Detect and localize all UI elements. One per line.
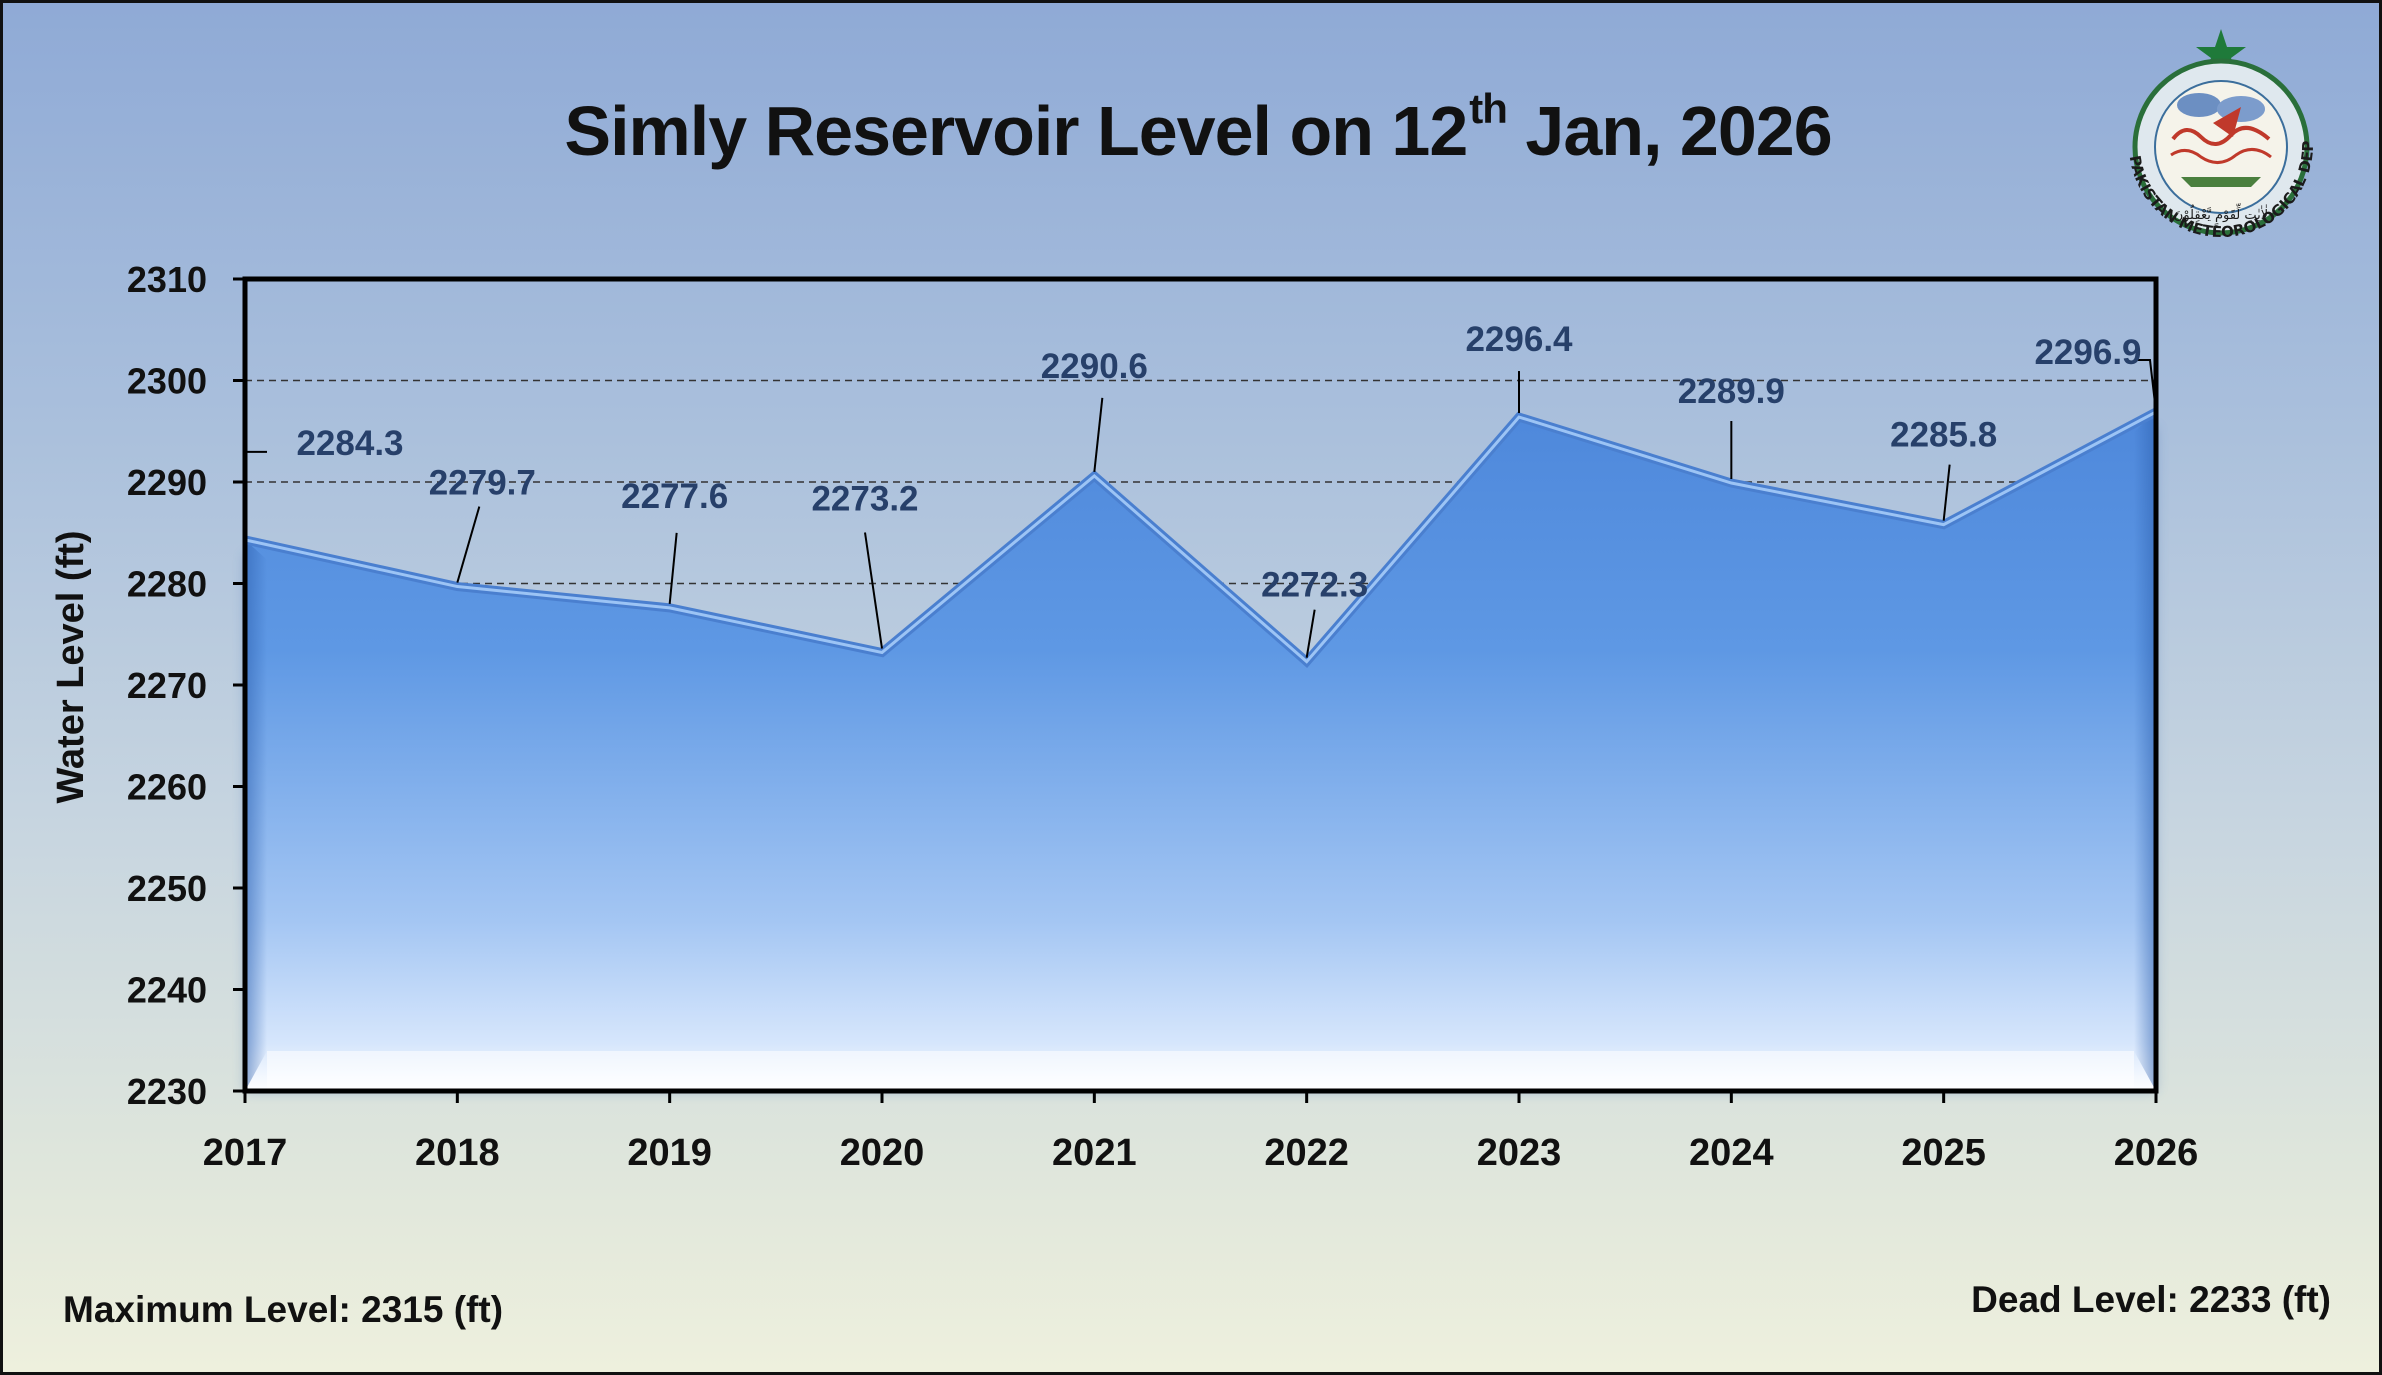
chart-title: Simly Reservoir Level on 12th Jan, 2026 xyxy=(564,85,1832,170)
area-series xyxy=(244,407,2159,1092)
y-axis-title: Water Level (ft) xyxy=(50,530,92,803)
y-tick-label: 2280 xyxy=(127,564,207,605)
axes: 2230 2240 2250 2260 2270 2280 2290 2300 2310 2017… xyxy=(50,259,2198,1174)
star-icon xyxy=(2196,29,2246,76)
x-tick-label: 2024 xyxy=(1689,1132,1774,1174)
dead-level-note: Dead Level: 2233 (ft) xyxy=(1971,1279,2331,1320)
data-label: 2277.6 xyxy=(621,477,728,516)
title-superscript: th xyxy=(1469,85,1508,132)
area-bevel-left xyxy=(245,539,267,1091)
data-label: 2273.2 xyxy=(811,480,918,519)
area-fill xyxy=(245,411,2156,1092)
data-label: 2284.3 xyxy=(296,424,403,463)
x-tick-label: 2023 xyxy=(1477,1132,1562,1174)
data-label: 2296.9 xyxy=(2034,333,2141,372)
y-tick-label: 2270 xyxy=(127,665,207,706)
leader-line xyxy=(456,506,481,583)
x-tick-label: 2019 xyxy=(627,1132,712,1174)
y-tick-label: 2290 xyxy=(127,462,207,503)
leader-line xyxy=(1942,464,1951,521)
y-tick-label: 2260 xyxy=(127,767,207,808)
leader-line xyxy=(668,532,678,604)
data-labels: 2284.3 2279.7 2277.6 2273.2 2290.6 2272.3 2296… xyxy=(244,320,2157,658)
leader-line xyxy=(1305,609,1316,658)
maximum-level-note: Maximum Level: 2315 (ft) xyxy=(63,1289,504,1330)
y-tick-label: 2310 xyxy=(127,259,207,300)
gridlines xyxy=(245,379,2156,585)
leader-line xyxy=(2134,358,2157,413)
area-bevel-bottom xyxy=(267,1051,2134,1091)
x-tick-label: 2020 xyxy=(840,1132,925,1174)
leader-line xyxy=(244,450,267,540)
data-label: 2279.7 xyxy=(429,464,536,503)
x-tick-label: 2026 xyxy=(2114,1132,2199,1174)
x-tick-label: 2021 xyxy=(1052,1132,1137,1174)
y-tick-label: 2250 xyxy=(127,868,207,909)
x-tick-label: 2018 xyxy=(415,1132,500,1174)
leader-line xyxy=(1093,397,1104,473)
data-label: 2289.9 xyxy=(1678,372,1785,411)
y-tick-label: 2240 xyxy=(127,970,207,1011)
area-chart: 2230 2240 2250 2260 2270 2280 2290 2300 2310 2017… xyxy=(50,259,2198,1174)
data-label: 2296.4 xyxy=(1465,320,1573,359)
data-label: 2285.8 xyxy=(1890,416,1997,455)
x-tick-label: 2022 xyxy=(1264,1132,1349,1174)
x-tick-label: 2025 xyxy=(1901,1132,1986,1174)
y-tick-label: 2230 xyxy=(127,1071,207,1112)
pmd-logo: PAKISTAN METEOROLOGICAL DEPARTMENT لٰاٰي… xyxy=(2094,13,2341,257)
leader-line xyxy=(864,532,883,649)
data-label: 2290.6 xyxy=(1041,347,1148,386)
x-tick-label: 2017 xyxy=(203,1132,288,1174)
y-tick-label: 2300 xyxy=(127,361,207,402)
area-edge-highlight xyxy=(244,410,2157,664)
data-label: 2272.3 xyxy=(1261,566,1368,605)
area-bevel-right xyxy=(2134,411,2156,1092)
